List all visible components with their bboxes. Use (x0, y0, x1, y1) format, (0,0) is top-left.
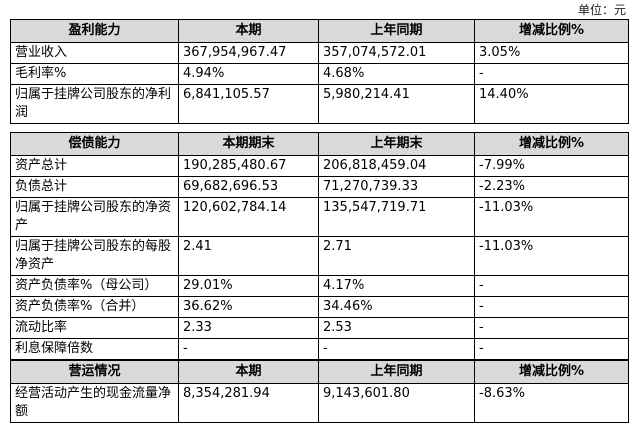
unit-label: 单位：元 (577, 3, 626, 17)
cell: 4.94% (178, 63, 319, 85)
cell: - (474, 63, 629, 85)
header-row: 盈利能力 本期 上年同期 增减比例% (10, 19, 629, 43)
cell: -2.23% (474, 176, 629, 198)
cell: 3.05% (474, 42, 629, 64)
cell: -11.03% (474, 236, 629, 276)
section-table: 营运情况 本期 上年同期 增减比例% 经营活动产生的现金流量净额 8,354,281.94… (10, 360, 629, 423)
data-row: 归属于挂牌公司股东的净资产 120,602,784.14 135,547,719.7… (10, 197, 629, 237)
row-label: 利息保障倍数 (10, 338, 179, 360)
header-cell: 上年同期 (318, 360, 475, 384)
cell: 29.01% (178, 275, 319, 297)
cell: 71,270,739.33 (318, 176, 475, 198)
cell: 14.40% (474, 84, 629, 124)
cell: 190,285,480.67 (178, 155, 319, 177)
header-cell: 本期期末 (178, 132, 319, 156)
data-row: 毛利率% 4.94% 4.68% - (10, 63, 629, 85)
cell: 2.53 (318, 317, 475, 339)
header-cell: 盈利能力 (10, 19, 179, 43)
cell: 2.33 (178, 317, 319, 339)
row-label: 资产总计 (10, 155, 179, 177)
header-row: 营运情况 本期 上年同期 增减比例% (10, 360, 629, 384)
data-row: 流动比率 2.33 2.53- (10, 317, 629, 339)
cell: 2.71 (318, 236, 475, 276)
cell: - (474, 275, 629, 297)
data-row: 资产总计 190,285,480.67 206,818,459.04 -7.99% (10, 155, 629, 177)
header-cell: 上年同期 (318, 19, 475, 43)
data-row: 归属于挂牌公司股东的净利润 6,841,105.57 5,980,214.41 14.… (10, 84, 629, 124)
cell: 4.17% (318, 275, 475, 297)
tables: 盈利能力 本期 上年同期 增减比例% 营业收入 367,954,967.47 357,074… (10, 19, 629, 423)
row-label: 归属于挂牌公司股东的净资产 (10, 197, 179, 237)
cell: - (474, 338, 629, 360)
cell: 6,841,105.57 (178, 84, 319, 124)
data-row: 利息保障倍数 - - - (10, 338, 629, 360)
cell: 34.46% (318, 296, 475, 318)
cell: 367,954,967.47 (178, 42, 319, 64)
row-label: 毛利率% (10, 63, 179, 85)
cell: - (474, 317, 629, 339)
header-cell: 增减比例% (474, 360, 629, 384)
row-label: 资产负债率%（母公司） (10, 275, 179, 297)
header-cell: 偿债能力 (10, 132, 179, 156)
row-label: 归属于挂牌公司股东的净利润 (10, 84, 179, 124)
cell: -8.63% (474, 383, 629, 423)
header-cell: 增减比例% (474, 132, 629, 156)
cell: 135,547,719.71 (318, 197, 475, 237)
data-row: 负债总计 69,682,696.53 71,270,739.33 -2.23% (10, 176, 629, 198)
cell: -7.99% (474, 155, 629, 177)
cell: 36.62% (178, 296, 319, 318)
row-label: 流动比率 (10, 317, 179, 339)
cell: 120,602,784.14 (178, 197, 319, 237)
header-cell: 本期 (178, 360, 319, 384)
data-row: 经营活动产生的现金流量净额 8,354,281.94 9,143,601.80 -8.… (10, 383, 629, 423)
section-table: 盈利能力 本期 上年同期 增减比例% 营业收入 367,954,967.47 357,074… (10, 19, 629, 124)
data-row: 营业收入 367,954,967.47 357,074,572.01 3.05% (10, 42, 629, 64)
section-table: 偿债能力 本期期末 上年期末 增减比例% 资产总计 190,285,480.67 206,8… (10, 132, 629, 360)
cell: 2.41 (178, 236, 319, 276)
data-row: 归属于挂牌公司股东的每股净资产 2.41 2.71 -11.03% (10, 236, 629, 276)
data-row: 资产负债率%（母公司） 29.01% 4.17% - (10, 275, 629, 297)
cell: -11.03% (474, 197, 629, 237)
header-cell: 增减比例% (474, 19, 629, 43)
header-cell: 本期 (178, 19, 319, 43)
header-row: 偿债能力 本期期末 上年期末 增减比例% (10, 132, 629, 156)
cell: 9,143,601.80 (318, 383, 475, 423)
header-cell: 上年期末 (318, 132, 475, 156)
header-cell: 营运情况 (10, 360, 179, 384)
cell: 206,818,459.04 (318, 155, 475, 177)
row-label: 归属于挂牌公司股东的每股净资产 (10, 236, 179, 276)
cell: 5,980,214.41 (318, 84, 475, 124)
cell: 357,074,572.01 (318, 42, 475, 64)
row-label: 经营活动产生的现金流量净额 (10, 383, 179, 423)
row-label: 营业收入 (10, 42, 179, 64)
data-row: 资产负债率%（合并） 36.62% 34.46% - (10, 296, 629, 318)
cell: 8,354,281.94 (178, 383, 319, 423)
row-label: 负债总计 (10, 176, 179, 198)
cell: - (318, 338, 475, 360)
row-label: 资产负债率%（合并） (10, 296, 179, 318)
cell: - (178, 338, 319, 360)
cell: 4.68% (318, 63, 475, 85)
cell: - (474, 296, 629, 318)
cell: 69,682,696.53 (178, 176, 319, 198)
